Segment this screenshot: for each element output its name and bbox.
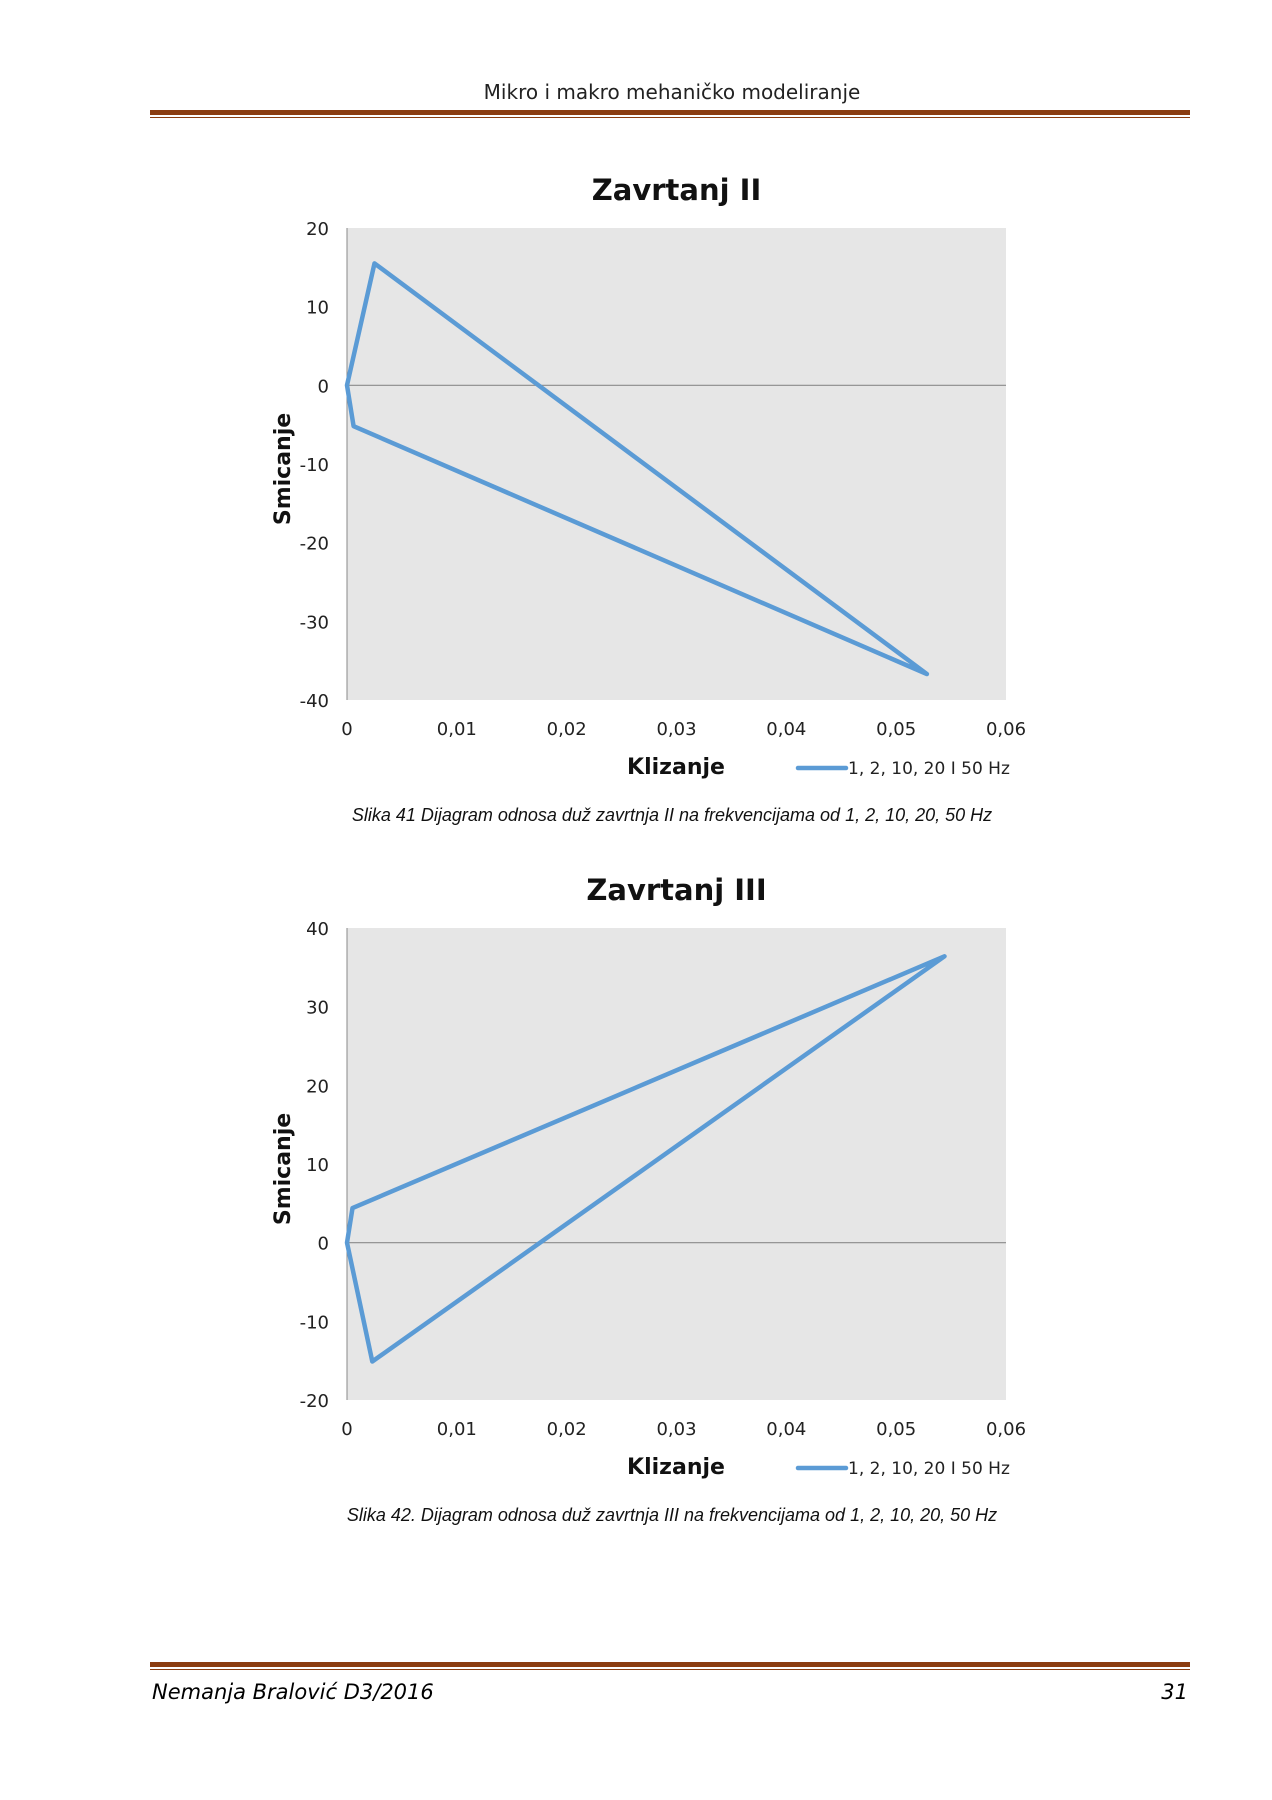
plot-area	[347, 928, 1006, 1400]
chart-zavrtanj-ii: Zavrtanj II 20 10 0 -10 -20 -30 -40 0 0,01 0,02 0,0…	[0, 150, 1272, 800]
y-tick-label: -10	[300, 1312, 329, 1333]
x-tick-label: 0,02	[547, 1419, 587, 1440]
figure-caption-42: Slika 42. Dijagram odnosa duž zavrtnja I…	[346, 1505, 998, 1525]
y-tick-label: -20	[300, 534, 329, 555]
x-tick-label: 0,05	[876, 1419, 916, 1440]
y-tick-label: 10	[306, 298, 329, 319]
figure-caption-41: Slika 41 Dijagram odnosa duž zavrtnja II…	[351, 805, 993, 825]
legend-label: 1, 2, 10, 20 I 50 Hz	[848, 759, 1010, 779]
page-number: 31	[1161, 1680, 1188, 1704]
x-tick-label: 0,04	[766, 719, 806, 740]
y-axis-title: Smicanje	[271, 1113, 296, 1225]
x-tick-label: 0,01	[437, 1419, 477, 1440]
legend-label: 1, 2, 10, 20 I 50 Hz	[848, 1459, 1010, 1479]
footer-author: Nemanja Bralović D3/2016	[152, 1680, 434, 1704]
x-axis-title: Klizanje	[627, 1455, 725, 1480]
page-header: Mikro i makro mehaničko modeliranje	[483, 80, 861, 104]
y-tick-label: 10	[306, 1155, 329, 1176]
x-tick-label: 0,06	[986, 1419, 1026, 1440]
x-tick-label: 0	[341, 719, 352, 740]
chart-zavrtanj-iii: Zavrtanj III 40 30 20 10 0 -10 -20 0 0,01 0,02 0,03…	[0, 850, 1272, 1500]
y-tick-label: 20	[306, 219, 329, 240]
y-tick-label: 20	[306, 1076, 329, 1097]
y-tick-label: -20	[300, 1391, 329, 1412]
x-tick-label: 0,01	[437, 719, 477, 740]
footer-rule	[150, 1662, 1190, 1670]
y-tick-label: -10	[300, 455, 329, 476]
chart-title: Zavrtanj III	[586, 873, 766, 907]
x-tick-label: 0	[341, 1419, 352, 1440]
header-rule	[150, 110, 1190, 118]
x-tick-label: 0,04	[766, 1419, 806, 1440]
x-tick-label: 0,05	[876, 719, 916, 740]
y-tick-label: 40	[306, 919, 329, 940]
x-tick-label: 0,06	[986, 719, 1026, 740]
y-tick-label: -40	[300, 691, 329, 712]
plot-area	[347, 228, 1006, 700]
x-tick-label: 0,03	[656, 1419, 696, 1440]
y-tick-label: -30	[300, 612, 329, 633]
x-tick-label: 0,03	[656, 719, 696, 740]
y-tick-label: 30	[306, 998, 329, 1019]
x-tick-label: 0,02	[547, 719, 587, 740]
y-tick-label: 0	[318, 1234, 329, 1255]
y-tick-label: 0	[318, 376, 329, 397]
chart-svg: Zavrtanj III 40 30 20 10 0 -10 -20 0 0,01 0,02 0,03…	[271, 873, 1026, 1480]
x-axis-title: Klizanje	[627, 755, 725, 780]
y-axis-title: Smicanje	[271, 413, 296, 525]
chart-svg: Zavrtanj II 20 10 0 -10 -20 -30 -40 0 0,01 0,02 0,0…	[271, 173, 1026, 780]
chart-title: Zavrtanj II	[592, 173, 762, 207]
